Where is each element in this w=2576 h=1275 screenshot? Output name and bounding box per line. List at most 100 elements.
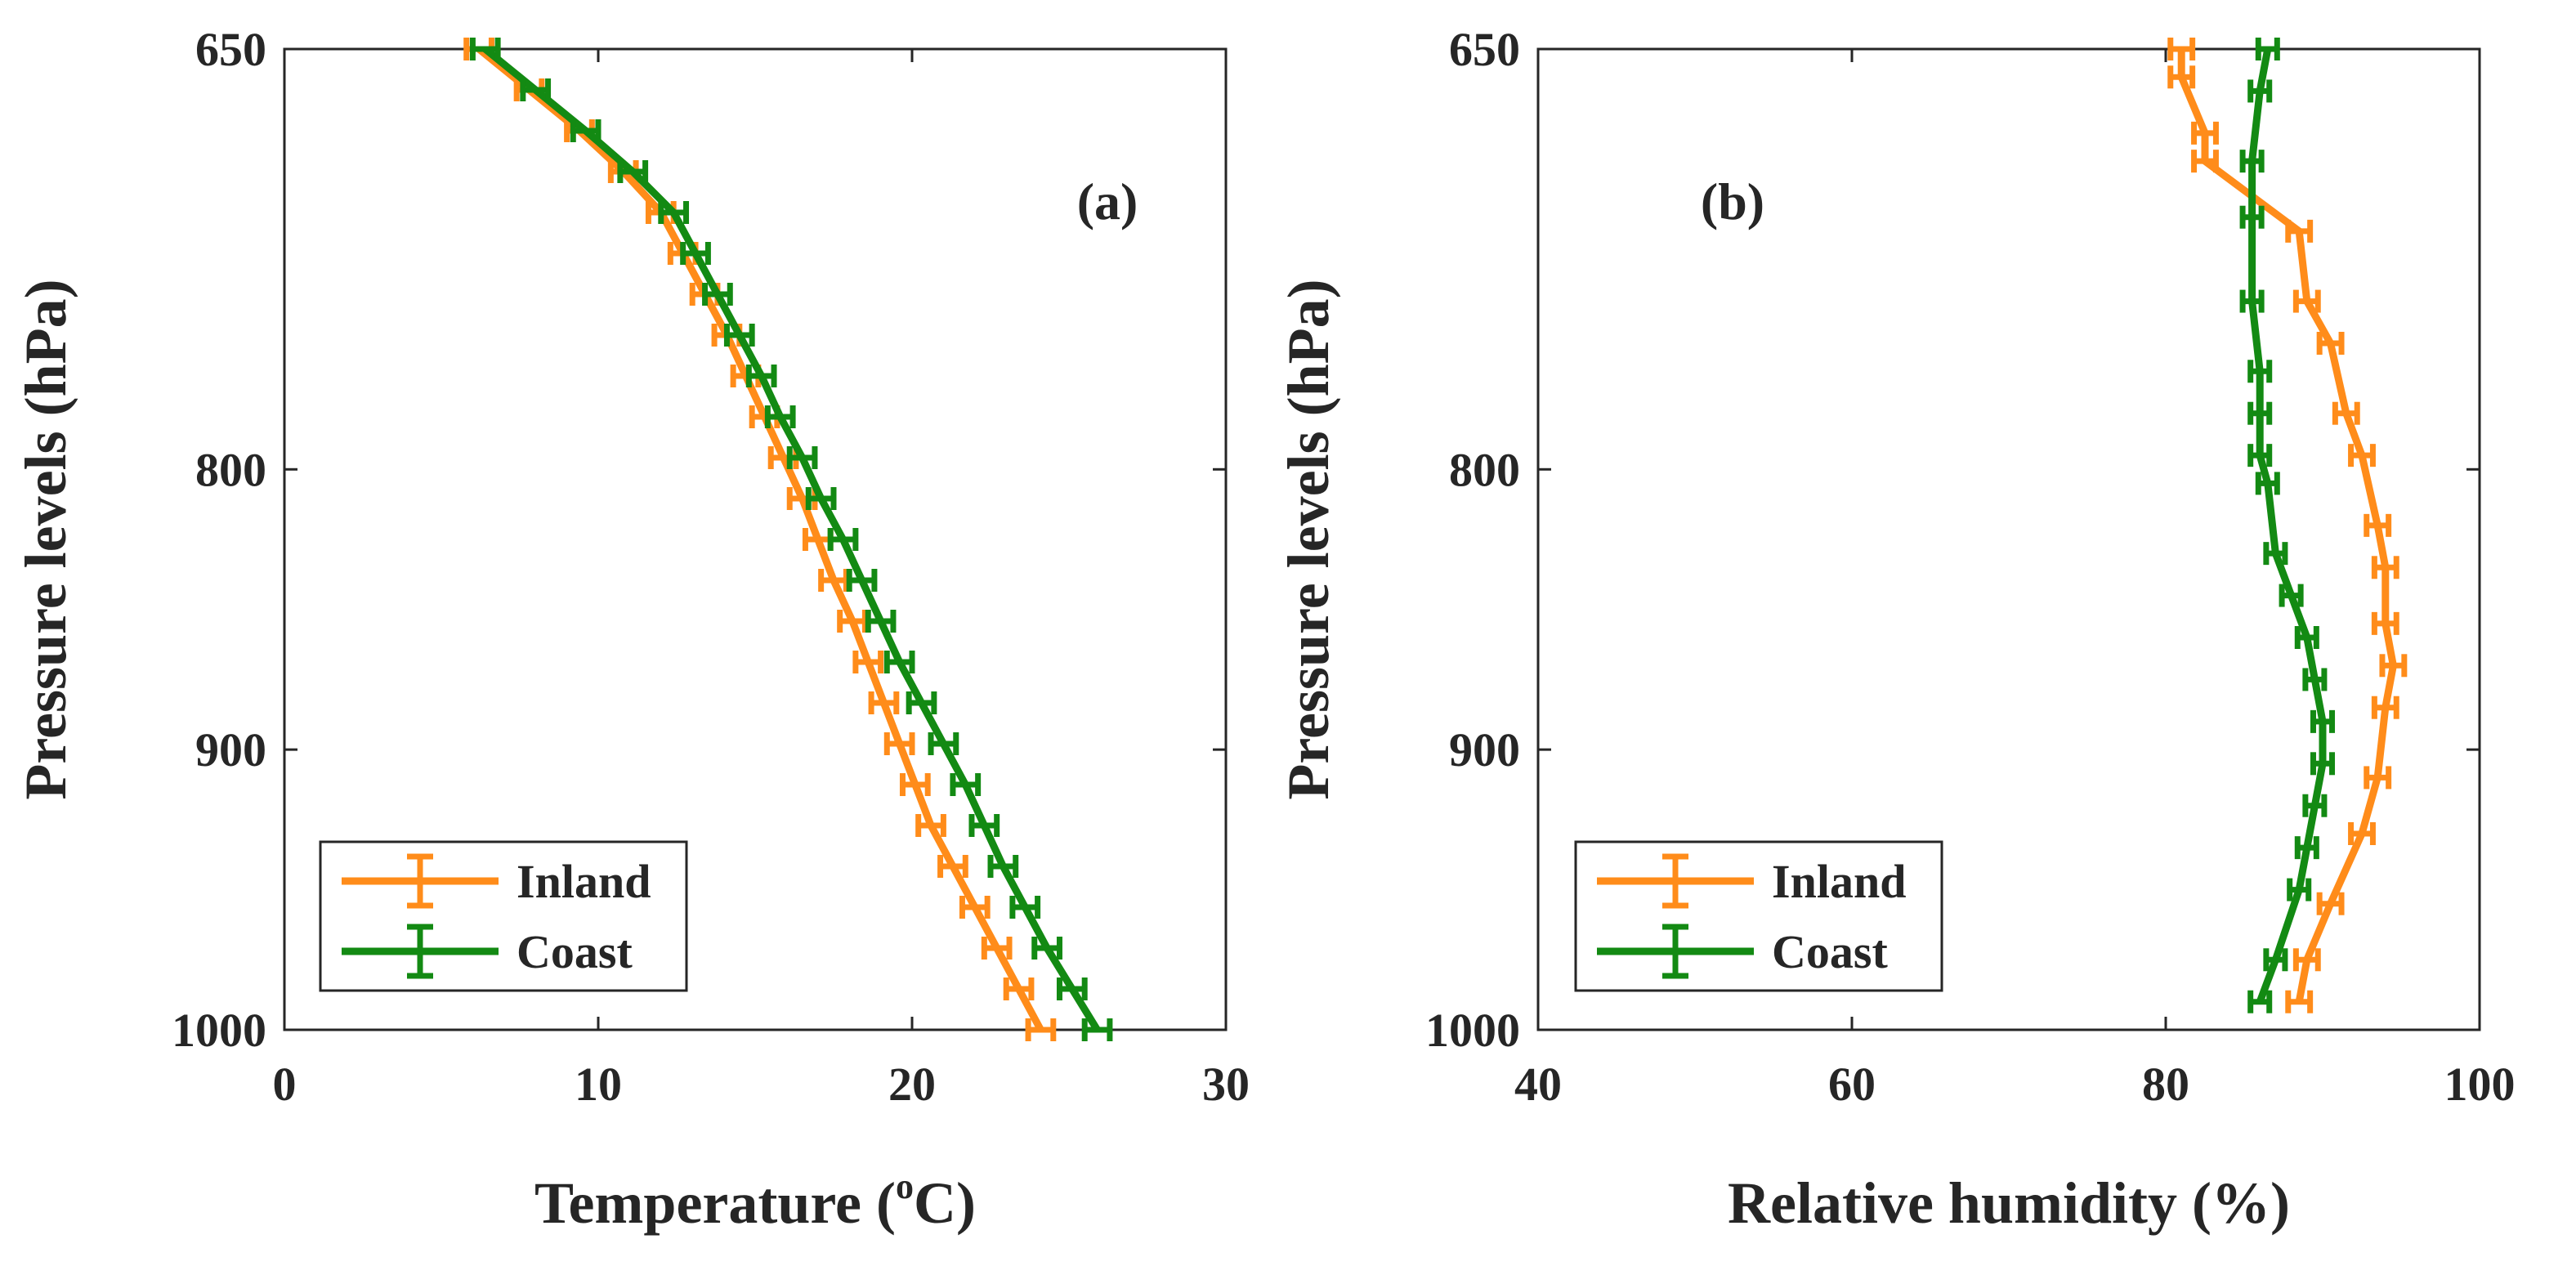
series-inland (2167, 38, 2408, 1013)
y-tick-label: 900 (195, 723, 266, 776)
series-coast (469, 38, 1113, 1041)
error-bar (827, 528, 859, 551)
error-bar (852, 651, 884, 673)
error-bar (2332, 401, 2360, 425)
error-bar (2287, 878, 2312, 901)
error-bar (2255, 38, 2280, 60)
error-bar (2247, 401, 2273, 425)
error-bar (2302, 668, 2328, 691)
error-bar (2316, 332, 2345, 355)
plot-area-frame (283, 47, 1228, 1031)
error-bar (2191, 150, 2219, 173)
error-bar (818, 569, 849, 592)
error-bar (2292, 948, 2321, 972)
error-bar (899, 773, 931, 796)
error-bar (2285, 990, 2314, 1013)
error-bar (987, 855, 1019, 878)
error-bar (2316, 892, 2345, 915)
error-bar (2239, 205, 2265, 229)
error-bar (2310, 709, 2336, 733)
x-axis-title-unit: C) (914, 1170, 976, 1236)
error-bar (469, 38, 501, 60)
error-bar (2294, 836, 2319, 860)
error-bar (846, 569, 878, 592)
panel-label: (b) (1701, 172, 1764, 230)
error-bar (2348, 822, 2376, 845)
error-bar (2371, 611, 2399, 635)
error-bar (1081, 1018, 1113, 1041)
y-tick-label: 650 (1449, 23, 1520, 76)
x-tick-label: 40 (1514, 1058, 1562, 1111)
y-tick-label: 800 (195, 443, 266, 496)
plot-area-frame (1536, 47, 2481, 1031)
legend-box (1574, 840, 1943, 992)
y-axis-title: Pressure levels (hPa) (1276, 279, 1341, 799)
error-bar (2364, 513, 2392, 537)
y-tick-label: 1000 (1425, 1004, 1520, 1057)
error-bar (1056, 978, 1088, 1000)
error-bar (959, 896, 991, 919)
error-bar (837, 610, 868, 633)
error-bar (915, 814, 946, 837)
error-bar (2302, 794, 2328, 817)
y-tick-label: 650 (195, 23, 266, 76)
error-bar (702, 283, 733, 306)
error-bar (786, 446, 818, 469)
series-coast (2239, 38, 2336, 1013)
error-bar (2348, 444, 2376, 468)
error-bar (2294, 626, 2319, 649)
series-line-coast (2248, 48, 2327, 1004)
y-axis-title: Pressure levels (hPa) (13, 279, 78, 799)
error-bar (2167, 65, 2196, 89)
error-bar (1031, 937, 1062, 960)
legend-label-coast: Coast (517, 925, 633, 978)
error-bar (883, 732, 915, 755)
error-bar (2239, 150, 2265, 173)
error-bar (950, 773, 982, 796)
x-axis-title: Relative humidity (%) (1728, 1170, 2290, 1236)
x-tick-label: 0 (273, 1058, 297, 1111)
error-bar (2371, 556, 2399, 579)
error-bar (883, 651, 915, 673)
panel-label: (a) (1077, 172, 1138, 230)
legend-label-coast: Coast (1772, 925, 1888, 978)
error-bar (658, 201, 690, 224)
legend: Inland Coast (319, 840, 688, 992)
legend-label-inland: Inland (1772, 855, 1906, 908)
x-axis-title-text: Temperature ( (534, 1170, 896, 1236)
panel-b-relative-humidity: 40 60 80 100 650 800 900 1000 Relative humidity … (1276, 23, 2516, 1236)
error-bar (723, 324, 755, 347)
y-tick-label: 900 (1449, 723, 1520, 776)
error-bar (2247, 444, 2273, 468)
error-bar (928, 732, 959, 755)
error-bar (2292, 289, 2321, 313)
error-bar (1025, 1018, 1057, 1041)
error-bar (745, 365, 777, 387)
y-tick-label: 1000 (172, 1004, 266, 1057)
error-bar (2364, 766, 2392, 790)
error-bar (617, 160, 649, 183)
x-axis-title-text: Relative humidity (%) (1728, 1170, 2290, 1236)
legend-label-inland: Inland (517, 855, 651, 908)
error-bar (1009, 896, 1041, 919)
x-tick-label: 10 (575, 1058, 622, 1111)
x-tick-label: 20 (888, 1058, 936, 1111)
series-line-inland (2177, 49, 2397, 1003)
error-bar (2263, 542, 2288, 566)
error-bar (805, 487, 837, 510)
error-bar (2263, 948, 2288, 972)
x-tick-label: 30 (1202, 1058, 1250, 1111)
error-bar (2167, 38, 2196, 60)
x-tick-label: 100 (2444, 1058, 2516, 1111)
error-bar (937, 855, 968, 878)
error-bar (2310, 752, 2336, 776)
error-bar (764, 405, 796, 428)
error-bar (2285, 219, 2314, 243)
x-tick-label: 60 (1828, 1058, 1876, 1111)
error-bar (2379, 654, 2408, 678)
error-bar (2247, 990, 2273, 1013)
error-bar (2279, 584, 2304, 607)
legend-box (319, 840, 688, 992)
error-bar (2255, 472, 2280, 495)
